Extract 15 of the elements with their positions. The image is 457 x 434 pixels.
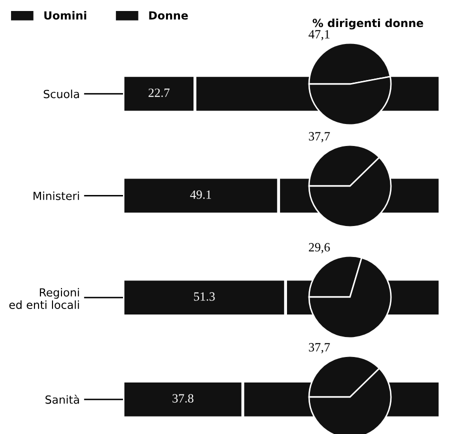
data-label: 22.7: [148, 88, 170, 98]
data-label: 51.3: [194, 292, 215, 301]
data-label: 37.8: [172, 394, 194, 403]
data-label: 49.1: [190, 190, 212, 199]
legend-label: Donne: [149, 11, 188, 20]
data-label: 47,1: [308, 30, 330, 40]
y-tick-label: Scuola: [44, 90, 79, 98]
y-tick-label: Sanità: [46, 394, 79, 404]
data-label: 37,7: [308, 132, 330, 142]
y-tick-label: Ministeri: [34, 191, 79, 200]
data-label: 37,7: [308, 343, 330, 354]
data-label: 29,6: [308, 243, 330, 254]
y-tick-label: Regioni ed enti locali: [9, 288, 79, 310]
legend-label: Uomini: [44, 11, 86, 20]
chart-title: % dirigenti donne: [312, 18, 424, 30]
